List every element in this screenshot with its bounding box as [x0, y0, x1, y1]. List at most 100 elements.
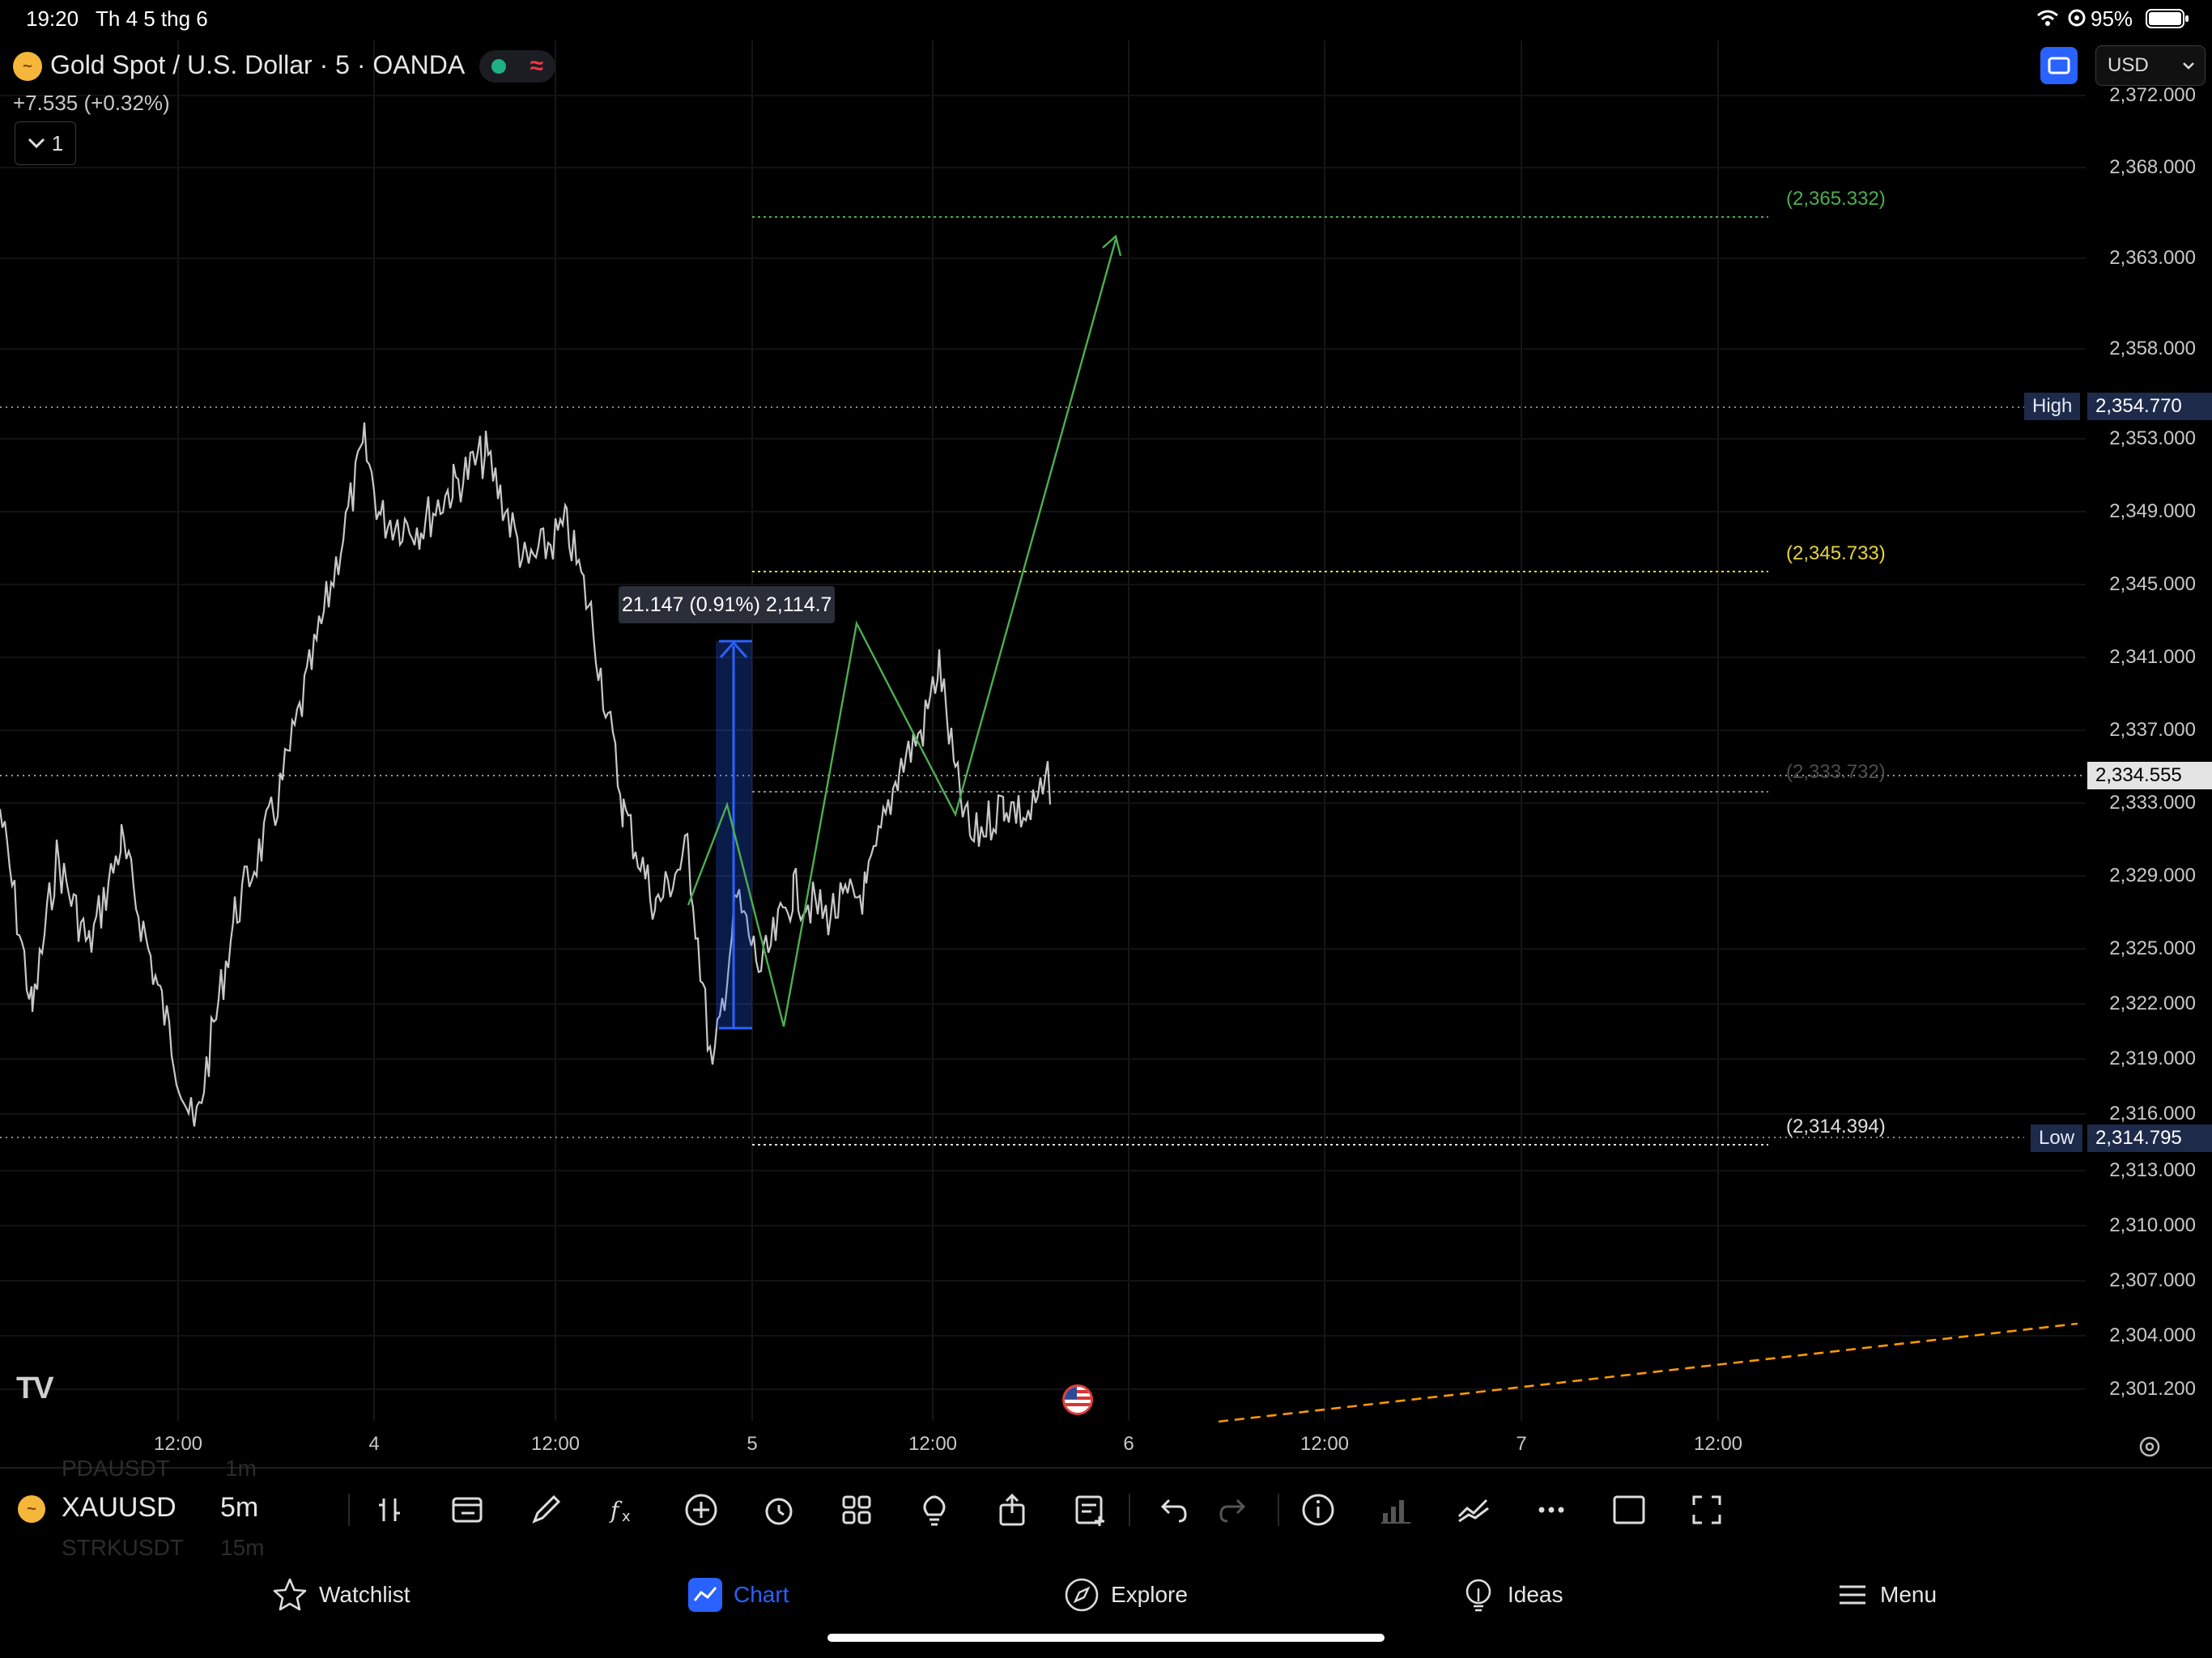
time-tick: 12:00: [1300, 1433, 1350, 1455]
ghost-interval-top: 1m: [225, 1456, 257, 1481]
time-tick: 12:00: [530, 1433, 581, 1455]
currency-value: USD: [2108, 54, 2149, 76]
chart-toolbar: [0, 1467, 2212, 1554]
price-tick: 2,349.000: [2109, 500, 2196, 522]
tab-ideas[interactable]: Ideas: [1461, 1577, 1563, 1613]
time-tick: 5: [747, 1433, 758, 1455]
market-open-dot-icon: [491, 59, 506, 74]
tradingview-logo: TV: [16, 1371, 54, 1405]
price-tick: 2,345.000: [2109, 573, 2196, 595]
entry-label: (2,333.732): [1786, 761, 1886, 783]
price-tick: 2,301.200: [2109, 1378, 2196, 1400]
measure-tooltip: 21.147 (0.91%) 2,114.7: [619, 586, 836, 623]
price-tick: 2,368.000: [2109, 156, 2196, 178]
chevron-down-icon: [2183, 62, 2194, 70]
tab-chart[interactable]: Chart: [688, 1577, 789, 1613]
low-badge-label: Low: [2031, 1124, 2083, 1152]
price-tick: 2,333.000: [2109, 792, 2196, 814]
time-tick: 12:00: [153, 1433, 203, 1455]
redo-icon[interactable]: [1216, 1492, 1252, 1528]
compass-icon: [1065, 1578, 1099, 1612]
fullscreen-button[interactable]: [2040, 47, 2078, 84]
star-icon: [273, 1578, 307, 1611]
ghost-symbol-top: PDAUSDT: [62, 1456, 170, 1481]
battery-icon: [2146, 8, 2189, 33]
tab-watchlist-label: Watchlist: [319, 1582, 410, 1607]
projection-arrow-head: [1102, 234, 1122, 257]
price-tick: 2,358.000: [2109, 338, 2196, 359]
hamburger-menu-icon: [1840, 1585, 1865, 1605]
status-date: Th 4 5 thg 6: [96, 6, 208, 31]
toolbar-divider: [1129, 1494, 1130, 1526]
price-chart[interactable]: [0, 0, 2212, 1467]
ghost-symbol-bottom: STRKUSDT: [62, 1535, 184, 1560]
tab-explore[interactable]: Explore: [1064, 1577, 1188, 1613]
gold-symbol-icon: ~: [13, 52, 42, 81]
price-tick: 2,319.000: [2109, 1048, 2196, 1069]
tab-chart-label: Chart: [734, 1582, 789, 1607]
layout-grid-icon[interactable]: [839, 1492, 874, 1528]
alarm-clock-icon[interactable]: [761, 1492, 797, 1528]
time-tick: 12:00: [1693, 1433, 1743, 1455]
price-tick: 2,363.000: [2109, 247, 2196, 269]
add-plus-icon[interactable]: [683, 1492, 719, 1528]
tab-menu-label: Menu: [1880, 1582, 1938, 1607]
expand-fullscreen-icon[interactable]: [1689, 1492, 1725, 1528]
tab-explore-label: Explore: [1111, 1582, 1188, 1607]
currency-select[interactable]: USD: [2095, 45, 2206, 86]
trend-line: [1218, 1322, 2078, 1423]
price-tick: 2,329.000: [2109, 865, 2196, 886]
toolbar-divider: [348, 1494, 350, 1526]
interval-select[interactable]: 5m: [220, 1492, 259, 1523]
price-tick: 2,304.000: [2109, 1324, 2196, 1346]
tab-menu[interactable]: Menu: [1836, 1577, 1937, 1613]
high-badge-value: 2,354.770: [2087, 393, 2212, 420]
low-badge-value: 2,314.795: [2087, 1124, 2212, 1152]
symbol-select[interactable]: XAUUSD: [62, 1492, 177, 1523]
price-tick: 2,310.000: [2109, 1214, 2196, 1236]
current-price-badge: 2,334.555: [2087, 762, 2212, 789]
high-badge-label: High: [2024, 393, 2081, 420]
price-tick: 2,307.000: [2109, 1269, 2196, 1291]
target-mid-label: (2,345.733): [1786, 542, 1886, 564]
stop-label: (2,314.394): [1786, 1116, 1886, 1137]
add-note-icon[interactable]: [1072, 1492, 1108, 1528]
chart-settings-icon[interactable]: [2138, 1435, 2162, 1463]
us-event-flag-icon[interactable]: [1062, 1384, 1093, 1415]
drawing-pen-icon[interactable]: [528, 1492, 564, 1528]
home-indicator: [827, 1634, 1385, 1642]
toolbar-divider: [1278, 1494, 1279, 1526]
svg-text:f: f: [609, 1497, 623, 1524]
chart-type-icon[interactable]: [372, 1492, 408, 1528]
info-icon[interactable]: [1300, 1492, 1336, 1528]
indicators-toggle-button[interactable]: 1: [15, 121, 76, 165]
screen-icon: [2048, 57, 2070, 74]
lightbulb-icon[interactable]: [917, 1492, 952, 1528]
price-series: [0, 422, 1052, 1127]
svg-text:x: x: [622, 1508, 631, 1525]
projection-path: [687, 239, 1117, 1027]
tab-watchlist[interactable]: Watchlist: [272, 1577, 410, 1613]
chevron-down-icon: [28, 138, 45, 149]
tab-ideas-label: Ideas: [1508, 1582, 1563, 1607]
share-icon[interactable]: [994, 1492, 1030, 1528]
compare-symbols-icon[interactable]: [1456, 1492, 1491, 1528]
time-tick: 7: [1516, 1433, 1527, 1455]
undo-icon[interactable]: [1155, 1492, 1190, 1528]
single-layout-icon[interactable]: [1611, 1492, 1647, 1528]
time-tick: 12:00: [908, 1433, 958, 1455]
delayed-data-icon: ≈: [530, 53, 544, 79]
price-tick: 2,313.000: [2109, 1159, 2196, 1181]
replay-calendar-icon[interactable]: [450, 1492, 486, 1528]
volume-bars-icon[interactable]: [1378, 1492, 1414, 1528]
chart-grid: [0, 40, 2086, 1421]
more-options-icon[interactable]: [1534, 1492, 1569, 1528]
price-tick: 2,316.000: [2109, 1103, 2196, 1124]
battery-percent: 95%: [2091, 6, 2133, 31]
status-time: 19:20: [26, 6, 79, 31]
indicator-count: 1: [51, 130, 64, 155]
market-status-pill[interactable]: ≈: [479, 50, 555, 83]
symbol-title[interactable]: Gold Spot / U.S. Dollar · 5 · OANDA: [50, 50, 466, 79]
wifi-icon: [2035, 8, 2060, 32]
